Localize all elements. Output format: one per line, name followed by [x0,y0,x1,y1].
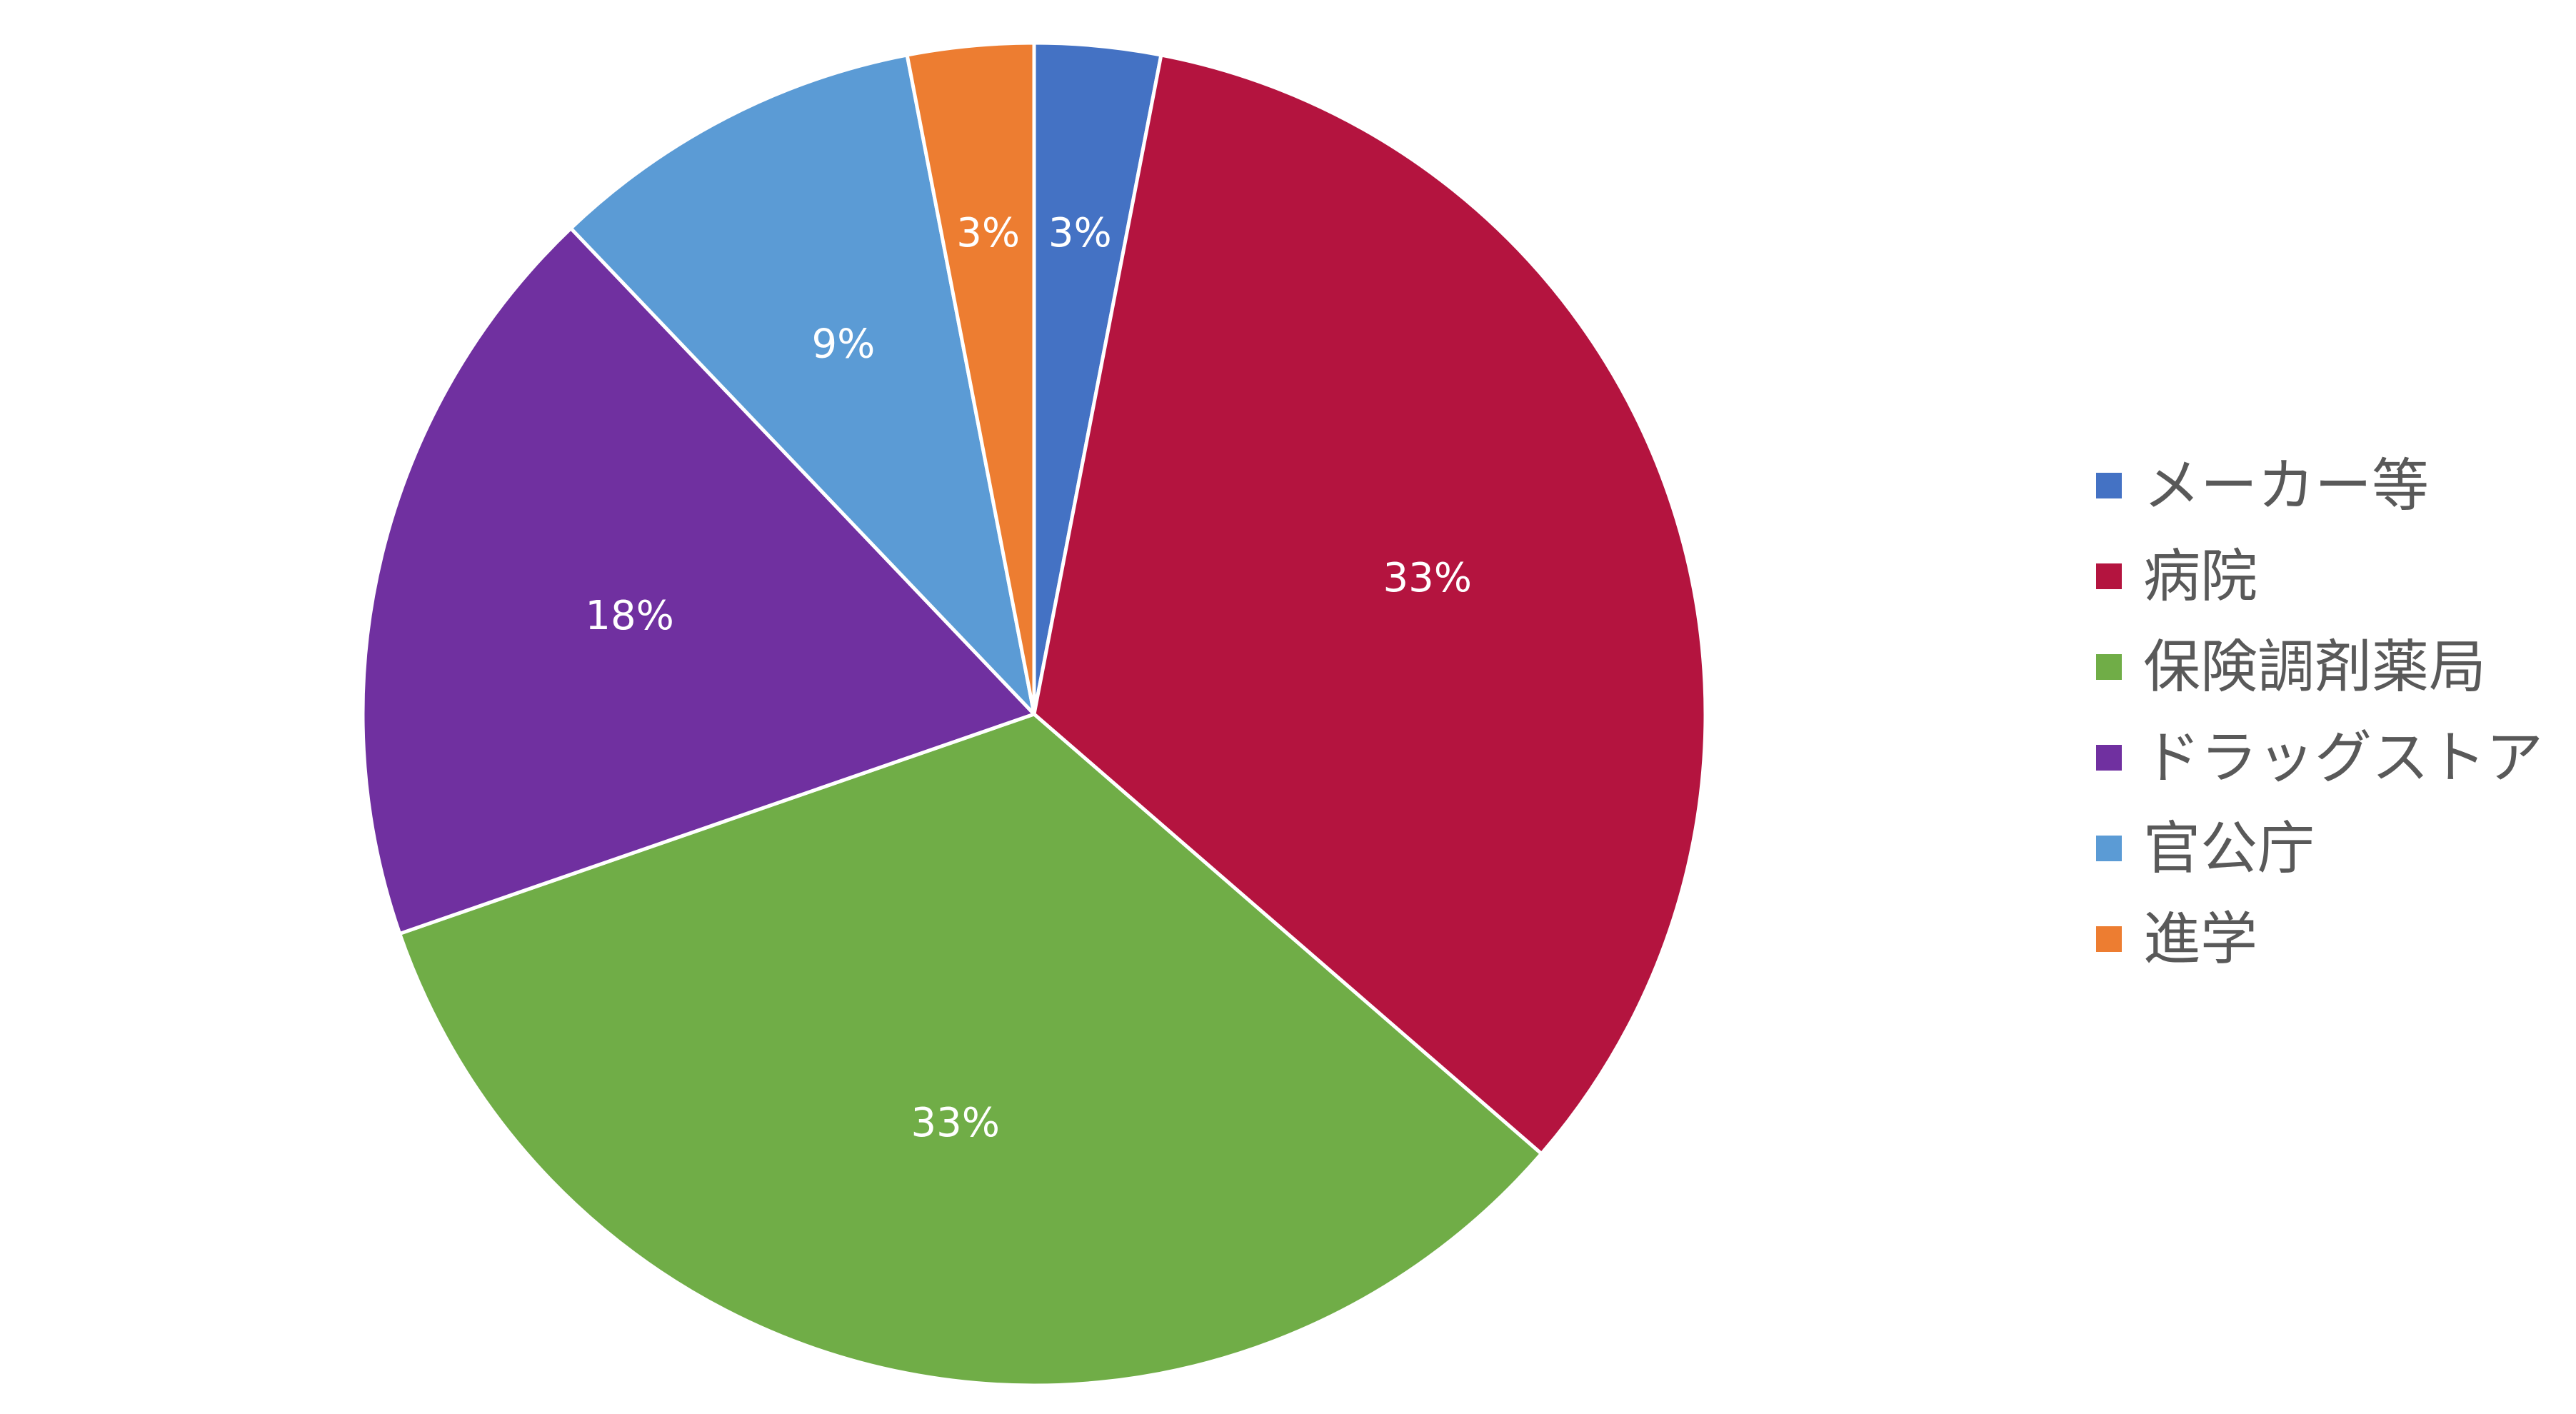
legend-label-3: 保険調剤薬局 [2143,634,2486,701]
data-label-6: 3% [956,210,1020,256]
legend-label-1: メーカー等 [2143,453,2429,519]
data-label-4: 18% [585,593,673,639]
legend-swatch-5 [2096,836,2122,861]
legend-swatch-1 [2096,473,2122,498]
legend-label-2: 病院 [2143,543,2257,610]
pie-slice-6 [905,41,1036,716]
legend-label-5: 官公庁 [2143,816,2315,882]
legend-label-6: 進学 [2143,906,2257,973]
legend-swatch-3 [2096,654,2122,680]
pie-data-labels: 3% 33% 33% 18% 9% 3% [585,210,1472,1146]
legend-swatch-6 [2096,926,2122,952]
pie-slices [361,41,1708,1388]
legend-item-3: 保険調剤薬局 [2096,634,2486,701]
legend-item-5: 官公庁 [2096,816,2315,882]
legend-item-4: ドラッグストア [2096,725,2543,791]
pie-slice-2 [1032,53,1708,1156]
data-label-2: 33% [1383,555,1472,601]
pie-slice-5 [568,53,1036,716]
legend-label-4: ドラッグストア [2143,725,2543,791]
data-label-1: 3% [1048,210,1112,256]
data-label-3: 33% [911,1100,999,1146]
legend-item-1: メーカー等 [2096,453,2429,519]
legend-swatch-4 [2096,745,2122,771]
pie-slice-3 [398,712,1543,1388]
data-label-5: 9% [812,321,876,367]
legend-swatch-2 [2096,563,2122,589]
legend-item-2: 病院 [2096,543,2257,610]
legend-item-6: 進学 [2096,906,2257,973]
pie-slice-4 [361,226,1036,936]
